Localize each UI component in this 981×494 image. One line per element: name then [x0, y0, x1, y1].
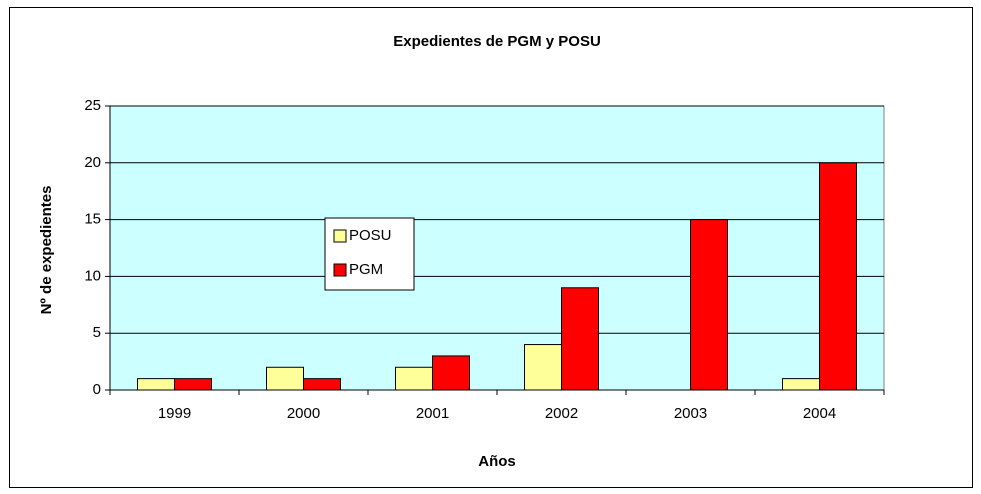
- y-tick-label: 10: [84, 267, 101, 284]
- bar: [782, 378, 820, 391]
- bar: [137, 378, 175, 391]
- plot-area: [109, 105, 885, 391]
- bar: [690, 219, 728, 391]
- y-tick-label: 0: [93, 381, 101, 398]
- y-tick-label: 25: [84, 97, 101, 114]
- bar: [432, 355, 470, 391]
- y-tick-label: 20: [84, 154, 101, 171]
- x-tick-label: 2000: [287, 405, 320, 422]
- bar: [819, 162, 857, 391]
- legend-label: POSU: [349, 227, 392, 244]
- legend-label: PGM: [349, 261, 383, 278]
- x-tick-label: 2001: [416, 405, 449, 422]
- x-tick-label: 2004: [803, 405, 836, 422]
- y-tick-label: 5: [93, 324, 101, 341]
- legend-swatch: [333, 229, 347, 243]
- bar: [303, 378, 341, 391]
- bar: [561, 287, 599, 391]
- y-axis-label: Nº de expedientes: [38, 186, 55, 315]
- y-tick-label: 15: [84, 211, 101, 228]
- bar: [395, 366, 433, 391]
- x-tick-label: 2002: [545, 405, 578, 422]
- x-axis-label: Años: [478, 453, 516, 470]
- bar: [174, 378, 212, 391]
- x-tick-label: 1999: [158, 405, 191, 422]
- chart-title: Expedientes de PGM y POSU: [393, 33, 601, 50]
- x-tick-label: 2003: [674, 405, 707, 422]
- legend-swatch: [333, 263, 347, 277]
- bar: [524, 344, 562, 391]
- bar: [266, 366, 304, 391]
